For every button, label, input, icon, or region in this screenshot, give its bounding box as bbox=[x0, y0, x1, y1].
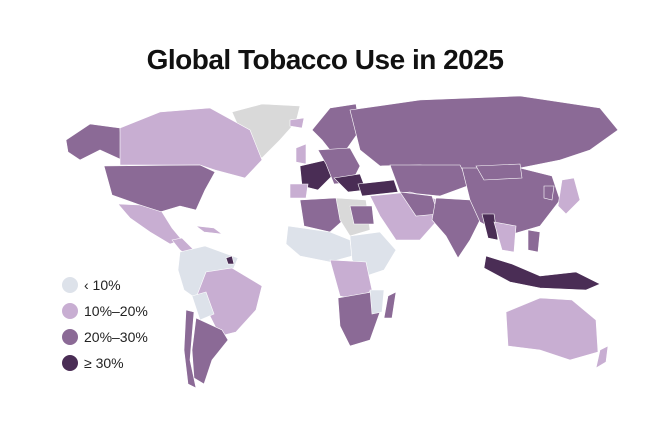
country-russia bbox=[349, 95, 619, 171]
country-canada bbox=[119, 107, 263, 179]
country-australia bbox=[505, 297, 599, 361]
country-myanmar bbox=[481, 213, 499, 241]
country-mexico bbox=[117, 203, 183, 245]
country-north-africa bbox=[299, 197, 349, 233]
country-indonesia bbox=[483, 255, 601, 291]
legend-item: ‹ 10% bbox=[62, 272, 148, 298]
country-uk bbox=[295, 143, 307, 165]
country-egypt bbox=[349, 205, 375, 225]
country-usa bbox=[103, 164, 216, 213]
country-korea bbox=[543, 185, 555, 201]
country-philippines bbox=[527, 229, 541, 253]
country-iceland bbox=[289, 117, 305, 129]
country-new-zealand bbox=[595, 345, 609, 369]
legend-item: 20%–30% bbox=[62, 324, 148, 350]
map-title: Global Tobacco Use in 2025 bbox=[146, 44, 504, 75]
legend-swatch bbox=[62, 303, 78, 319]
country-central-asia bbox=[389, 164, 471, 197]
legend-swatch bbox=[62, 355, 78, 371]
country-se-asia bbox=[493, 221, 517, 253]
legend: ‹ 10% 10%–20% 20%–30% ≥ 30% bbox=[62, 272, 148, 376]
country-mozambique bbox=[369, 289, 385, 315]
country-japan bbox=[557, 177, 581, 215]
country-madagascar bbox=[383, 291, 397, 319]
country-western-europe bbox=[299, 159, 333, 191]
country-argentina bbox=[191, 317, 229, 385]
country-turkey bbox=[357, 179, 399, 197]
country-bolivia bbox=[191, 291, 215, 321]
legend-label: 10%–20% bbox=[84, 303, 148, 319]
legend-label: 20%–30% bbox=[84, 329, 148, 345]
legend-swatch bbox=[62, 329, 78, 345]
country-guyana bbox=[225, 255, 235, 265]
country-mongolia bbox=[475, 163, 523, 181]
legend-item: ≥ 30% bbox=[62, 350, 148, 376]
legend-label: ‹ 10% bbox=[84, 277, 121, 293]
country-caribbean bbox=[194, 225, 224, 235]
country-west-africa bbox=[285, 225, 353, 263]
legend-item: 10%–20% bbox=[62, 298, 148, 324]
country-alaska bbox=[65, 123, 123, 161]
legend-swatch bbox=[62, 277, 78, 293]
country-chile bbox=[183, 309, 197, 389]
country-iberia bbox=[289, 183, 309, 199]
legend-label: ≥ 30% bbox=[84, 355, 124, 371]
country-scandinavia bbox=[311, 103, 361, 151]
